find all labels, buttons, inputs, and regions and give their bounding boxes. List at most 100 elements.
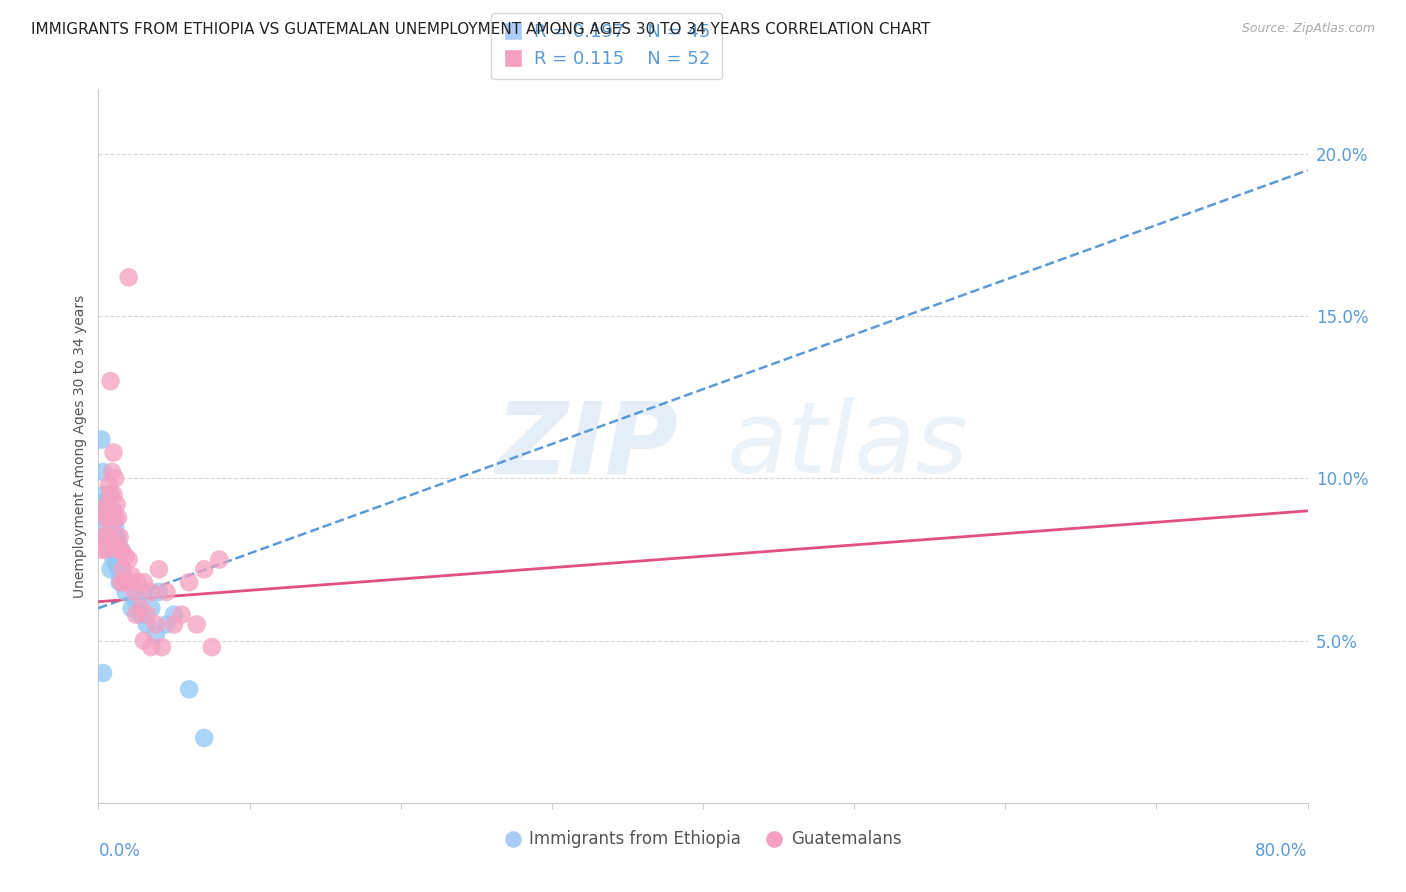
Point xyxy=(125,595,148,609)
Point xyxy=(111,562,134,576)
Point xyxy=(103,552,125,566)
Point xyxy=(150,640,173,654)
Point xyxy=(101,516,124,531)
Point xyxy=(110,542,132,557)
Text: IMMIGRANTS FROM ETHIOPIA VS GUATEMALAN UNEMPLOYMENT AMONG AGES 30 TO 34 YEARS CO: IMMIGRANTS FROM ETHIOPIA VS GUATEMALAN U… xyxy=(31,22,931,37)
Point xyxy=(193,562,215,576)
Point xyxy=(127,575,149,590)
Point xyxy=(98,530,121,544)
Point xyxy=(104,510,127,524)
Point xyxy=(107,510,129,524)
Point xyxy=(96,497,118,511)
Point xyxy=(101,540,124,554)
Point xyxy=(90,433,112,447)
Point xyxy=(103,445,125,459)
Point xyxy=(91,666,114,681)
Legend: Immigrants from Ethiopia, Guatemalans: Immigrants from Ethiopia, Guatemalans xyxy=(498,824,908,855)
Point xyxy=(125,607,148,622)
Point xyxy=(193,731,215,745)
Point xyxy=(107,542,129,557)
Point xyxy=(98,510,121,524)
Text: 0.0%: 0.0% xyxy=(98,842,141,860)
Point xyxy=(103,488,125,502)
Point xyxy=(103,504,125,518)
Point xyxy=(163,617,186,632)
Point xyxy=(121,568,143,582)
Point xyxy=(110,542,132,557)
Point xyxy=(132,633,155,648)
Point xyxy=(163,607,186,622)
Point xyxy=(148,585,170,599)
Point xyxy=(118,270,141,285)
Point xyxy=(93,504,115,518)
Point xyxy=(96,530,118,544)
Text: ZIP: ZIP xyxy=(496,398,679,494)
Point xyxy=(100,542,122,557)
Point xyxy=(105,536,128,550)
Point xyxy=(179,575,201,590)
Point xyxy=(141,640,163,654)
Point xyxy=(94,494,117,508)
Point xyxy=(93,510,115,524)
Point xyxy=(108,575,131,590)
Point xyxy=(114,549,136,564)
Point xyxy=(135,607,157,622)
Point xyxy=(94,510,117,524)
Point xyxy=(115,575,138,590)
Point xyxy=(108,530,131,544)
Point xyxy=(101,465,124,479)
Point xyxy=(98,494,121,508)
Point xyxy=(105,552,128,566)
Point xyxy=(100,514,122,528)
Point xyxy=(124,585,146,599)
Point xyxy=(91,530,114,544)
Point xyxy=(148,562,170,576)
Point xyxy=(141,585,163,599)
Point xyxy=(118,552,141,566)
Point xyxy=(90,542,112,557)
Point xyxy=(186,617,208,632)
Y-axis label: Unemployment Among Ages 30 to 34 years: Unemployment Among Ages 30 to 34 years xyxy=(73,294,87,598)
Point xyxy=(111,562,134,576)
Point xyxy=(107,536,129,550)
Text: Source: ZipAtlas.com: Source: ZipAtlas.com xyxy=(1241,22,1375,36)
Point xyxy=(93,488,115,502)
Point xyxy=(96,504,118,518)
Point xyxy=(141,601,163,615)
Point xyxy=(103,530,125,544)
Point xyxy=(100,520,122,534)
Point xyxy=(201,640,224,654)
Point xyxy=(155,585,177,599)
Point xyxy=(170,607,193,622)
Point xyxy=(100,526,122,541)
Point xyxy=(118,575,141,590)
Point xyxy=(105,530,128,544)
Point xyxy=(114,585,136,599)
Point xyxy=(96,530,118,544)
Point xyxy=(101,504,124,518)
Point xyxy=(129,607,152,622)
Point xyxy=(145,617,167,632)
Point xyxy=(135,617,157,632)
Point xyxy=(110,575,132,590)
Point xyxy=(104,542,127,557)
Point xyxy=(179,682,201,697)
Point xyxy=(98,478,121,492)
Point xyxy=(208,552,231,566)
Point xyxy=(104,471,127,485)
Point xyxy=(98,507,121,521)
Point xyxy=(132,585,155,599)
Point xyxy=(94,520,117,534)
Point xyxy=(155,617,177,632)
Point xyxy=(100,374,122,388)
Point xyxy=(112,575,135,590)
Point xyxy=(104,520,127,534)
Point xyxy=(107,562,129,576)
Point xyxy=(91,465,114,479)
Point xyxy=(145,627,167,641)
Point xyxy=(94,542,117,557)
Point xyxy=(132,575,155,590)
Point xyxy=(100,562,122,576)
Point xyxy=(129,601,152,615)
Point xyxy=(105,497,128,511)
